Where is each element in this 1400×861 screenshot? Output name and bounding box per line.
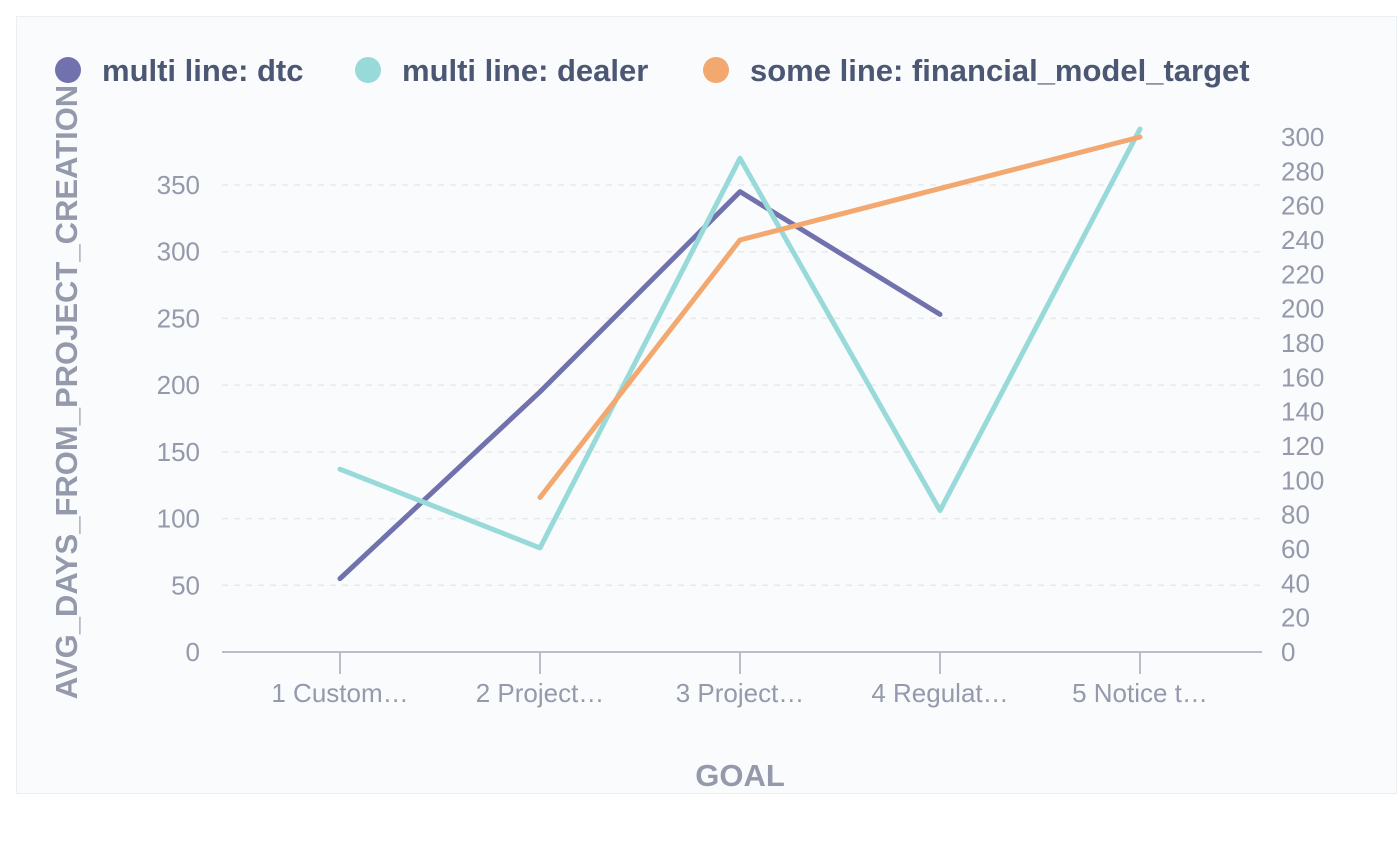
right-tick-label: 40 bbox=[1281, 568, 1310, 598]
right-tick-label: 80 bbox=[1281, 500, 1310, 530]
left-tick-label: 200 bbox=[157, 370, 200, 400]
x-axis-title: GOAL bbox=[695, 758, 785, 793]
series-line bbox=[537, 134, 1143, 500]
x-tick-label: 4 Regulat… bbox=[871, 678, 1008, 708]
right-tick-label: 280 bbox=[1281, 156, 1324, 186]
right-tick-label: 240 bbox=[1281, 225, 1324, 255]
legend-dot-icon bbox=[55, 57, 81, 83]
left-tick-label: 250 bbox=[157, 303, 200, 333]
x-tick-label: 5 Notice t… bbox=[1072, 678, 1208, 708]
series-line bbox=[337, 126, 1143, 551]
chart-card bbox=[16, 16, 1397, 794]
y-axis-title: AVG_DAYS_FROM_PROJECT_CREATION bbox=[49, 85, 84, 699]
right-tick-label: 160 bbox=[1281, 362, 1324, 392]
right-tick-label: 140 bbox=[1281, 397, 1324, 427]
right-tick-label: 0 bbox=[1281, 637, 1295, 667]
right-tick-label: 60 bbox=[1281, 534, 1310, 564]
left-tick-label: 150 bbox=[157, 437, 200, 467]
left-y-axis: 0 50 100 150 200 250 300 350 bbox=[157, 170, 200, 667]
x-tick-label: 3 Project… bbox=[676, 678, 805, 708]
grid-lines bbox=[222, 184, 1262, 587]
right-tick-label: 20 bbox=[1281, 603, 1310, 633]
legend-label: some line: financial_model_target bbox=[750, 53, 1250, 88]
left-tick-label: 300 bbox=[157, 237, 200, 267]
left-tick-label: 50 bbox=[171, 570, 200, 600]
right-tick-label: 260 bbox=[1281, 191, 1324, 221]
x-tick-label: 1 Custom… bbox=[271, 678, 408, 708]
right-tick-label: 100 bbox=[1281, 465, 1324, 495]
legend-label: multi line: dealer bbox=[402, 53, 648, 88]
legend-dot-icon bbox=[355, 57, 381, 83]
legend: multi line: dtc multi line: dealer some li… bbox=[55, 53, 1250, 88]
right-tick-label: 200 bbox=[1281, 294, 1324, 324]
x-axis: 1 Custom… 2 Project… 3 Project… 4 Regulat… 5… bbox=[222, 651, 1262, 708]
x-tick-label: 2 Project… bbox=[476, 678, 605, 708]
right-tick-label: 220 bbox=[1281, 259, 1324, 289]
legend-label: multi line: dtc bbox=[102, 53, 304, 88]
series-line bbox=[337, 189, 943, 582]
series-lines bbox=[337, 126, 1143, 582]
right-tick-label: 300 bbox=[1281, 122, 1324, 152]
left-tick-label: 0 bbox=[186, 637, 200, 667]
right-y-axis: 0 20 40 60 80 100 120 140 160 180 200 220 240 260 280 3… bbox=[1281, 122, 1324, 667]
left-tick-label: 350 bbox=[157, 170, 200, 200]
legend-dot-icon bbox=[703, 57, 729, 83]
right-tick-label: 120 bbox=[1281, 431, 1324, 461]
right-tick-label: 180 bbox=[1281, 328, 1324, 358]
left-tick-label: 100 bbox=[157, 504, 200, 534]
